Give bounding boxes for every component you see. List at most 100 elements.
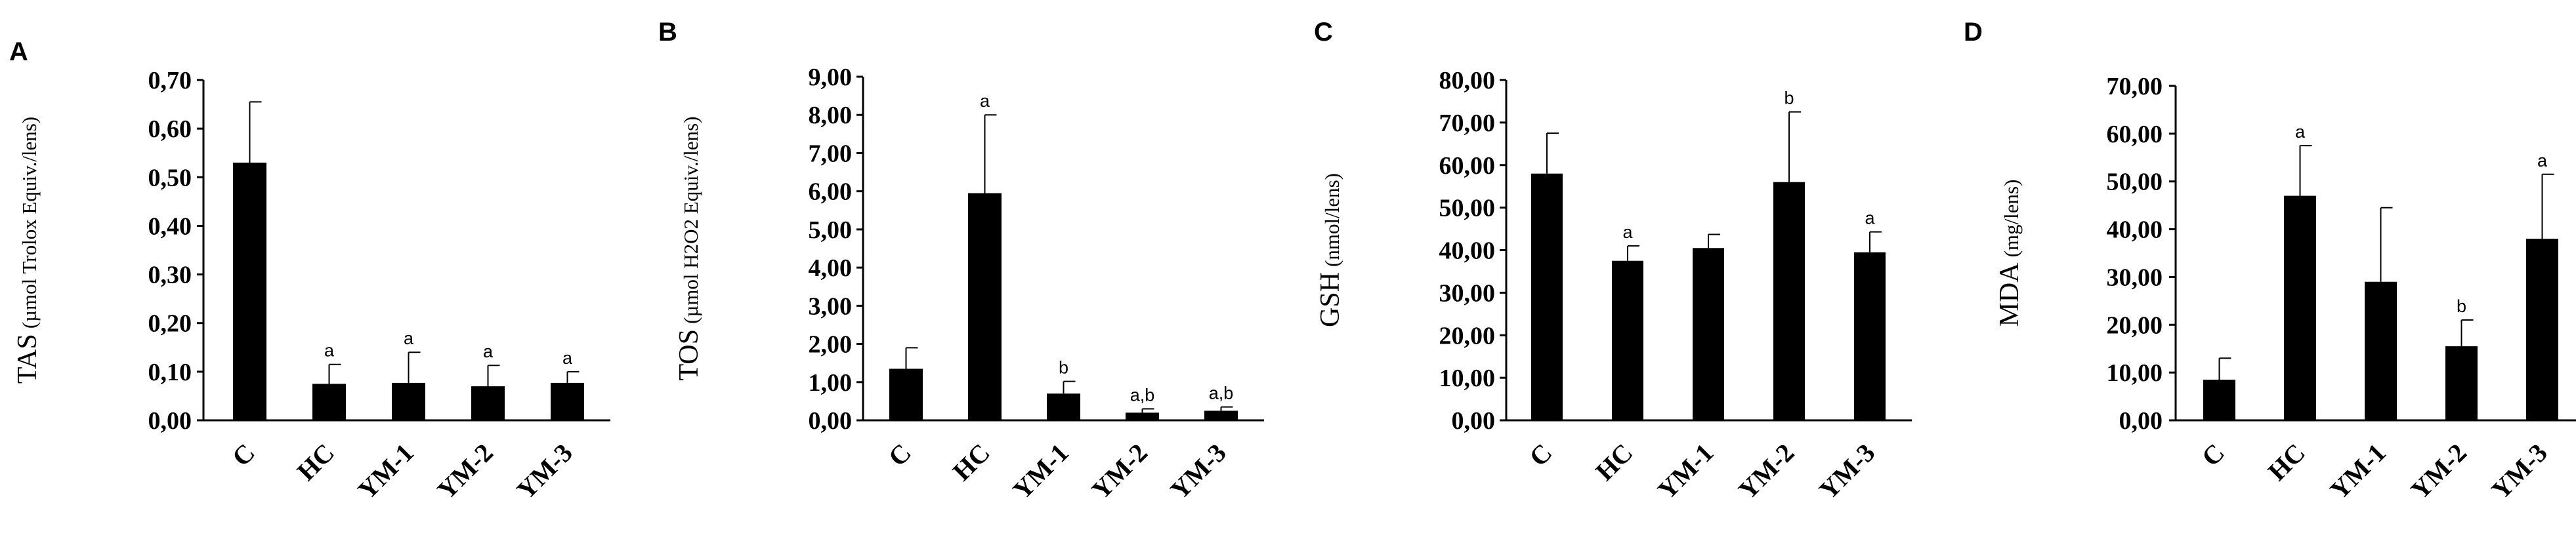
x-tick-label: YM-1 [2324, 438, 2392, 506]
chart-panel-a: A 0,00 0,10 0,20 0,30 0,40 0,50 0,60 0,70 TAS (µmo… [9, 37, 610, 505]
bar-c [2203, 380, 2235, 420]
y-tick-label: 10,00 [2107, 359, 2163, 387]
y-axis-label-unit: (nmol/lens) [1320, 173, 1343, 267]
significance-label: a,b [1130, 386, 1155, 405]
y-tick-label: 0,10 [148, 359, 192, 386]
panel-letter: C [1314, 18, 1333, 47]
bar-hc [968, 193, 1002, 420]
x-tick-label: YM-2 [1733, 438, 1800, 506]
bar-c [889, 369, 923, 420]
y-tick-label: 0,00 [809, 407, 853, 435]
x-tick-label: YM-1 [1007, 438, 1074, 506]
y-tick-label: 0,00 [2119, 407, 2163, 435]
x-tick-label: YM-2 [2405, 438, 2472, 506]
bar-ym-3 [2526, 239, 2558, 420]
x-tick-label: C [1523, 438, 1557, 472]
significance-label: b [1784, 89, 1794, 108]
x-tick-label: YM-2 [1086, 438, 1153, 506]
bar-c [233, 163, 266, 421]
y-tick-label: 0,00 [148, 407, 192, 435]
significance-label: a [1865, 209, 1875, 228]
x-tick-label: YM-3 [2485, 438, 2553, 506]
y-tick-label: 20,00 [1439, 322, 1496, 349]
y-tick-label: 0,00 [1452, 407, 1496, 435]
panel-letter: A [9, 37, 28, 66]
y-tick-label: 30,00 [2107, 264, 2163, 291]
bar-hc [312, 384, 346, 420]
bar-ym-2 [1773, 182, 1805, 420]
x-tick-label: YM-1 [1652, 438, 1720, 506]
y-tick-label: 1,00 [809, 369, 853, 397]
y-axis-label: TOS (µmol H2O2 Equiv./lens) [674, 117, 704, 381]
bar-ym-2 [1126, 412, 1159, 420]
x-tick-label: HC [2262, 438, 2311, 487]
bar-ym-2 [2445, 346, 2478, 420]
y-tick-label: 0,20 [148, 310, 192, 338]
significance-label: a [324, 341, 335, 361]
y-tick-label: 70,00 [1439, 110, 1496, 137]
y-tick-label: 4,00 [809, 254, 853, 282]
x-tick-label: YM-3 [1164, 438, 1232, 506]
bar-ym-3 [551, 382, 584, 420]
significance-label: a [1622, 222, 1633, 242]
x-tick-label: HC [947, 438, 996, 487]
bar-ym-3 [1854, 252, 1886, 420]
significance-label: a [562, 348, 573, 368]
significance-label: a [2295, 122, 2306, 142]
y-axis-label: MDA (mg/lens) [1995, 180, 2025, 327]
y-tick-label: 60,00 [1439, 152, 1496, 180]
x-tick-label: YM-1 [352, 438, 419, 506]
x-tick-label: HC [1590, 438, 1638, 487]
bar-ym-2 [471, 386, 505, 420]
x-tick-label: C [226, 438, 261, 472]
bar-ym-1 [1693, 248, 1724, 420]
y-tick-label: 0,40 [148, 212, 192, 240]
chart-panel-b: B 0,00 1,00 2,00 3,00 4,00 5,00 6,00 7,00 8,00 9,0… [658, 18, 1264, 505]
bar-c [1531, 173, 1563, 420]
y-axis-label-unit: (µmol Trolox Equiv./lens) [18, 117, 41, 329]
significance-label: a [404, 329, 414, 348]
y-tick-label: 0,60 [148, 115, 192, 143]
chart-panel-d: D 0,00 10,00 20,00 30,00 40,00 50,00 60,00 70,00… [1964, 18, 2576, 505]
y-axis-label-unit: (mg/lens) [2000, 180, 2023, 258]
y-tick-label: 6,00 [809, 178, 853, 206]
y-tick-label: 60,00 [2107, 121, 2163, 148]
y-tick-label: 5,00 [809, 216, 853, 244]
y-tick-label: 3,00 [809, 292, 853, 320]
y-axis-label-main: MDA [1995, 262, 2025, 327]
y-axis-label-main: TOS [674, 329, 704, 381]
y-tick-label: 30,00 [1439, 279, 1496, 307]
significance-label: a,b [1209, 384, 1234, 403]
x-tick-label: HC [291, 438, 340, 487]
y-tick-label: 50,00 [1439, 195, 1496, 222]
y-tick-label: 2,00 [809, 331, 853, 359]
panel-letter: D [1964, 18, 1983, 47]
x-tick-label: C [2196, 438, 2230, 472]
y-tick-label: 70,00 [2107, 73, 2163, 100]
bar-ym-1 [392, 382, 425, 420]
y-tick-label: 50,00 [2107, 169, 2163, 196]
y-tick-label: 10,00 [1439, 365, 1496, 392]
y-tick-label: 0,30 [148, 262, 192, 289]
panel-letter: B [658, 18, 677, 47]
x-tick-label: YM-2 [431, 438, 499, 506]
significance-label: a [980, 91, 990, 111]
y-tick-label: 9,00 [809, 64, 853, 91]
significance-label: b [2457, 296, 2466, 316]
y-tick-label: 8,00 [809, 102, 853, 129]
y-tick-label: 80,00 [1439, 67, 1496, 94]
bar-hc [1612, 260, 1643, 420]
y-tick-label: 0,70 [148, 67, 192, 94]
y-tick-label: 40,00 [2107, 216, 2163, 244]
bar-ym-1 [2365, 281, 2397, 420]
x-tick-label: C [883, 438, 917, 472]
y-axis-label-main: TAS [12, 334, 43, 384]
chart-panel-c: C 0,00 10,00 20,00 30,00 40,00 50,00 60,00 70,00… [1314, 18, 1912, 505]
y-tick-label: 40,00 [1439, 237, 1496, 265]
bar-ym-3 [1204, 410, 1238, 420]
significance-label: b [1059, 358, 1068, 378]
y-axis-label-unit: (µmol H2O2 Equiv./lens) [679, 117, 702, 324]
significance-label: a [483, 342, 494, 361]
y-tick-label: 20,00 [2107, 311, 2163, 339]
